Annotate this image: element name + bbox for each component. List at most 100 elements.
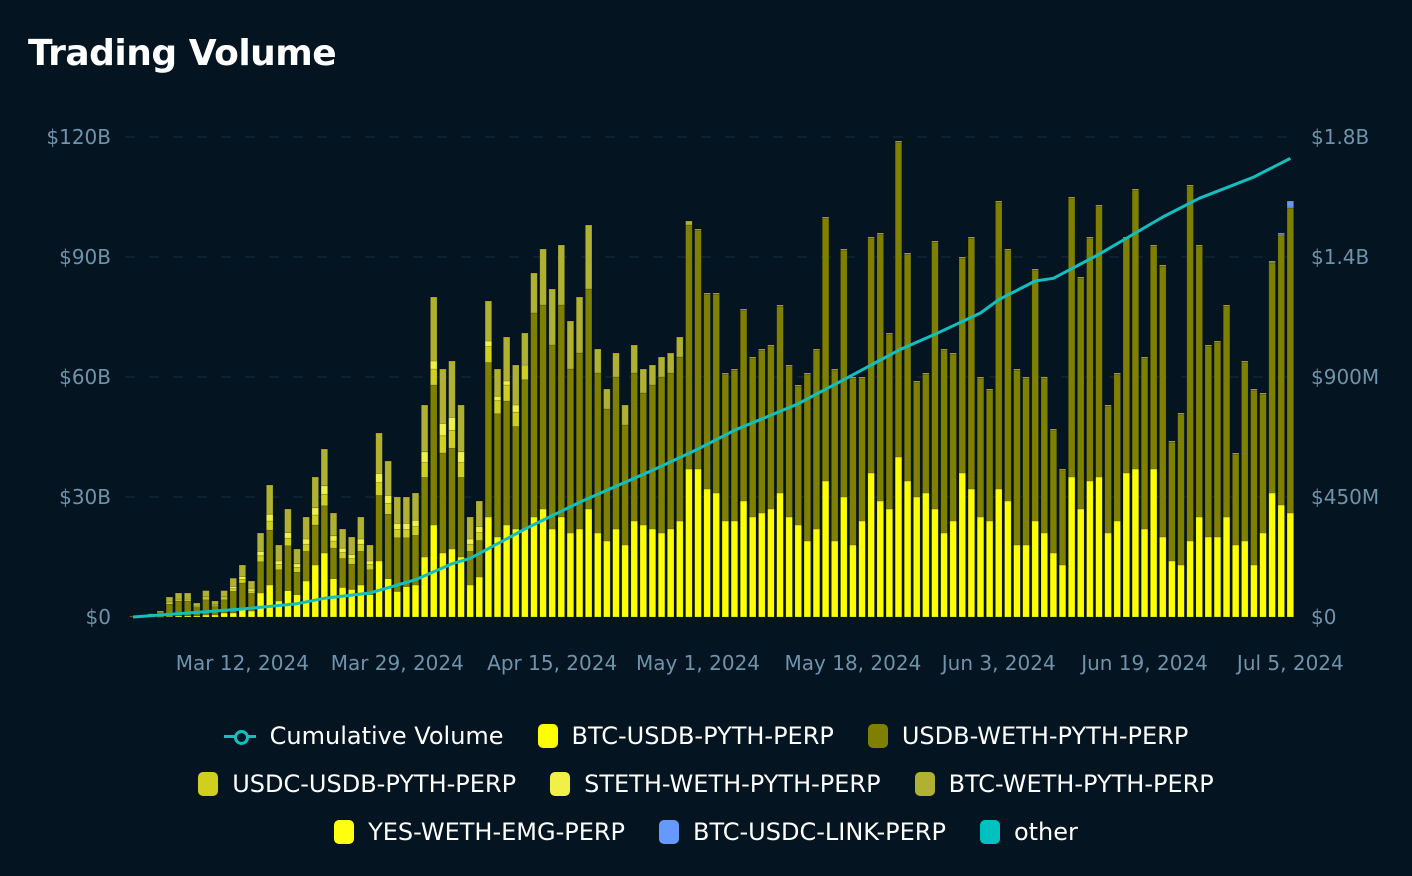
bar-segment-usdb-weth-pyth-perp — [539, 304, 547, 510]
bar-segment-steth-weth-pyth-perp — [384, 495, 392, 504]
bar-segment-btc-usdb-pyth-perp — [585, 508, 593, 618]
bar-segment-usdb-weth-pyth-perp — [348, 563, 356, 590]
bar-segment-btc-weth-pyth-perp — [1113, 372, 1121, 375]
bar-segment-steth-weth-pyth-perp — [293, 563, 301, 568]
legend-item-btc-usdc-link[interactable]: BTC-USDC-LINK-PERP — [659, 818, 946, 846]
x-tick-label: Mar 29, 2024 — [331, 651, 464, 675]
bar-segment-steth-weth-pyth-perp — [311, 507, 319, 516]
legend-label: USDC-USDB-PYTH-PERP — [232, 770, 517, 798]
y-tick-right-label: $0 — [1311, 605, 1336, 629]
bar-segment-usdb-weth-pyth-perp — [375, 495, 383, 562]
bar-segment-usdb-weth-pyth-perp — [585, 288, 593, 510]
bar-segment-btc-weth-pyth-perp — [1104, 404, 1112, 407]
bar-segment-btc-weth-pyth-perp — [1068, 196, 1076, 199]
bar-segment-steth-weth-pyth-perp — [302, 538, 310, 545]
bar-segment-usdc-usdb-pyth-perp — [402, 529, 410, 539]
bar-segment-btc-usdb-pyth-perp — [1159, 536, 1167, 618]
bar-segment-btc-weth-pyth-perp — [320, 448, 328, 487]
bar-segment-btc-weth-pyth-perp — [530, 272, 538, 314]
bar-segment-btc-weth-pyth-perp — [256, 532, 265, 552]
bar-segment-usdb-weth-pyth-perp — [712, 293, 720, 494]
bar-segment-btc-weth-pyth-perp — [566, 320, 575, 370]
bar-segment-usdb-weth-pyth-perp — [594, 372, 602, 534]
bar-segment-usdb-weth-pyth-perp — [986, 389, 994, 522]
bar-segment-usdb-weth-pyth-perp — [530, 312, 538, 518]
bar-segment-btc-usdb-pyth-perp — [840, 496, 848, 618]
bar-segment-btc-weth-pyth-perp — [247, 580, 256, 590]
legend-item-other[interactable]: other — [979, 818, 1078, 846]
bar-segment-btc-weth-pyth-perp — [156, 610, 164, 613]
bar-segment-btc-usdb-pyth-perp — [1058, 564, 1067, 618]
bar-segment-btc-usdb-pyth-perp — [1077, 508, 1085, 618]
legend-item-cumulative-volume[interactable]: Cumulative Volume — [223, 722, 504, 750]
trading-volume-chart: $0 $30B $60B $90B $120B $0 $450M $900M $1.4B $1.8… — [46, 125, 1379, 675]
bar-segment-btc-usdb-pyth-perp — [311, 564, 319, 618]
bar-segment-btc-weth-pyth-perp — [840, 248, 848, 251]
bar-segment-usdb-weth-pyth-perp — [739, 309, 748, 502]
bar-segment-btc-usdb-pyth-perp — [384, 578, 392, 618]
bar-segment-steth-weth-pyth-perp — [411, 519, 420, 527]
bar-segment-btc-usdb-pyth-perp — [1177, 564, 1185, 618]
bar-segment-btc-weth-pyth-perp — [958, 256, 966, 259]
bar-segment-btc-usdb-pyth-perp — [739, 500, 748, 618]
bar-segment-usdb-weth-pyth-perp — [612, 376, 620, 530]
bar-segment-usdb-weth-pyth-perp — [721, 373, 729, 522]
color-swatch-icon — [979, 820, 1000, 844]
y-tick-left-label: $0 — [86, 605, 111, 629]
bar-segment-btc-usdb-pyth-perp — [1186, 540, 1194, 618]
bar-segment-btc-weth-pyth-perp — [1195, 244, 1203, 247]
bar-segment-btc-weth-pyth-perp — [348, 536, 356, 555]
bar-segment-usdb-weth-pyth-perp — [320, 505, 328, 554]
bar-segment-usdc-usdb-pyth-perp — [366, 564, 374, 571]
bar-segment-btc-weth-pyth-perp — [357, 516, 365, 540]
bar-segment-btc-weth-pyth-perp — [1177, 412, 1185, 415]
bar-segment-btc-weth-pyth-perp — [858, 376, 866, 379]
bar-segment-btc-usdb-pyth-perp — [1040, 532, 1048, 618]
bar-segment-usdb-weth-pyth-perp — [484, 362, 493, 518]
bar-segment-btc-weth-pyth-perp — [366, 544, 374, 562]
bar-segment-btc-weth-pyth-perp — [1222, 304, 1231, 307]
bar-segment-usdc-usdb-pyth-perp — [284, 537, 292, 547]
bar-segment-btc-weth-pyth-perp — [794, 384, 802, 387]
bar-segment-steth-weth-pyth-perp — [457, 451, 465, 463]
bar-segment-btc-weth-pyth-perp — [539, 248, 547, 306]
bar-segment-btc-usdb-pyth-perp — [986, 520, 994, 618]
bar-segment-usdb-weth-pyth-perp — [940, 349, 948, 534]
bar-segment-btc-weth-pyth-perp — [739, 308, 748, 311]
bar-segment-usdb-weth-pyth-perp — [357, 551, 365, 586]
bar-segment-usdc-usdb-pyth-perp — [430, 368, 438, 386]
bar-segment-usdc-usdb-pyth-perp — [202, 597, 210, 601]
bar-segment-btc-weth-pyth-perp — [949, 352, 957, 355]
legend-item-btc-usdb[interactable]: BTC-USDB-PYTH-PERP — [537, 722, 834, 750]
bar-segment-usdc-usdb-pyth-perp — [503, 384, 511, 402]
y-tick-right-label: $1.4B — [1311, 245, 1369, 269]
color-swatch-icon — [659, 820, 680, 844]
bar-segment-btc-usdb-pyth-perp — [1140, 528, 1149, 618]
bar-segment-btc-usdb-pyth-perp — [202, 614, 210, 618]
bar-segment-usdb-weth-pyth-perp — [165, 603, 174, 617]
bar-segment-btc-weth-pyth-perp — [1131, 188, 1140, 191]
bar-segment-usdb-weth-pyth-perp — [1159, 265, 1167, 538]
legend-item-btc-weth[interactable]: BTC-WETH-PYTH-PERP — [914, 770, 1214, 798]
chart-title: Trading Volume — [28, 33, 337, 74]
legend-row: YES-WETH-EMG-PERP BTC-USDC-LINK-PERP oth… — [0, 808, 1412, 856]
bar-segment-usdb-weth-pyth-perp — [639, 392, 647, 526]
legend-item-yes-weth[interactable]: YES-WETH-EMG-PERP — [334, 818, 625, 846]
legend-item-usdc-usdb[interactable]: USDC-USDB-PYTH-PERP — [198, 770, 516, 798]
bar-segment-btc-usdb-pyth-perp — [521, 528, 529, 618]
bar-segment-usdb-weth-pyth-perp — [630, 372, 638, 522]
legend-item-usdb-weth[interactable]: USDB-WETH-PYTH-PERP — [867, 722, 1188, 750]
bar-segment-btc-usdb-pyth-perp — [448, 548, 456, 618]
bar-segment-btc-weth-pyth-perp — [184, 592, 192, 599]
bar-segment-btc-usdb-pyth-perp — [1241, 540, 1249, 618]
bar-segment-usdb-weth-pyth-perp — [457, 477, 465, 558]
bar-segment-btc-weth-pyth-perp — [1186, 184, 1194, 187]
bar-segment-btc-usdb-pyth-perp — [421, 556, 429, 618]
bar-segment-usdb-weth-pyth-perp — [548, 344, 556, 530]
bar-segment-btc-usdb-pyth-perp — [357, 584, 365, 618]
bar-segment-btc-weth-pyth-perp — [667, 352, 675, 374]
bar-segment-usdb-weth-pyth-perp — [767, 345, 775, 510]
bar-segment-usdc-usdb-pyth-perp — [293, 567, 301, 573]
legend-item-steth-weth[interactable]: STETH-WETH-PYTH-PERP — [550, 770, 881, 798]
bar-segment-usdb-weth-pyth-perp — [1286, 207, 1294, 514]
